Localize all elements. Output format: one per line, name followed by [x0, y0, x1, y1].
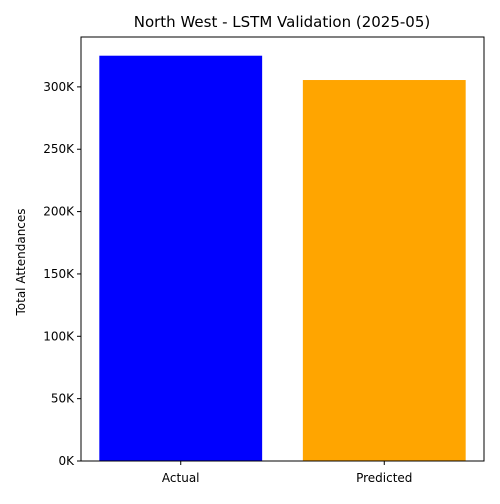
y-axis-ticks: 0K 50K 100K 150K 200K 250K 300K — [43, 80, 81, 468]
bars-group — [99, 55, 466, 462]
x-tick-label: Predicted — [356, 471, 412, 485]
y-tick-label: 150K — [43, 267, 75, 281]
x-axis-ticks: Actual Predicted — [162, 461, 412, 485]
y-tick-label: 300K — [43, 80, 75, 94]
bar-actual — [99, 55, 263, 462]
y-tick-label: 100K — [43, 329, 75, 343]
y-tick-label: 200K — [43, 205, 75, 219]
y-tick-label: 0K — [58, 454, 75, 468]
y-axis-title: Total Attendances — [14, 208, 28, 316]
plot-frame — [80, 36, 485, 462]
chart-title: North West - LSTM Validation (2025-05) — [134, 13, 431, 31]
y-tick-label: 250K — [43, 142, 75, 156]
y-tick-label: 50K — [51, 392, 75, 406]
x-tick-label: Actual — [162, 471, 200, 485]
bar-predicted — [302, 80, 466, 461]
